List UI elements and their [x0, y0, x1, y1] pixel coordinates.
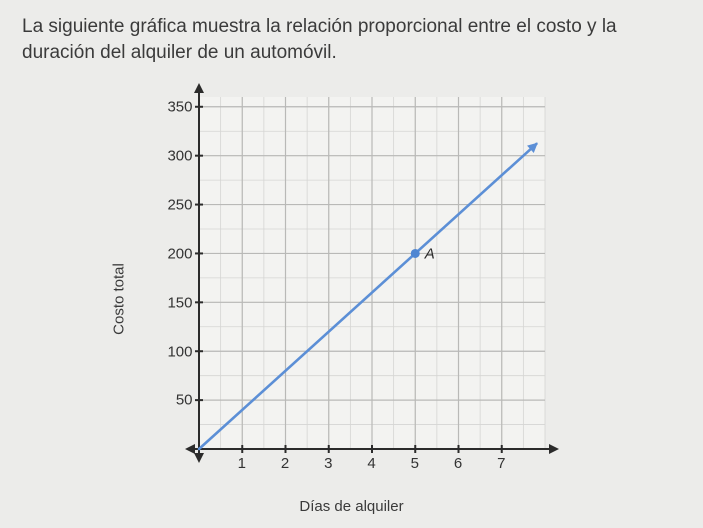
y-tick-label: 350 — [167, 99, 198, 116]
y-tick-label: 300 — [167, 147, 198, 164]
y-axis-label: Costo total — [110, 263, 127, 335]
y-tick-label: 50 — [176, 392, 199, 409]
x-tick-label: 4 — [367, 449, 375, 472]
chart: Costo total A501001502002503003501234567… — [137, 89, 567, 509]
y-tick-label: 200 — [167, 245, 198, 262]
point-label-a: A — [425, 245, 435, 262]
question-prompt: La siguiente gráfica muestra la relación… — [22, 14, 681, 65]
prompt-line-2: duración del alquiler de un automóvil. — [22, 42, 337, 63]
y-tick-label: 250 — [167, 196, 198, 213]
y-tick-label: 150 — [167, 294, 198, 311]
x-axis-label: Días de alquiler — [299, 498, 403, 515]
x-tick-label: 3 — [324, 449, 332, 472]
x-tick-label: 7 — [497, 449, 505, 472]
x-tick-label: 5 — [411, 449, 419, 472]
plot-area: A501001502002503003501234567 — [199, 97, 545, 449]
x-tick-label: 6 — [454, 449, 462, 472]
prompt-line-1: La siguiente gráfica muestra la relación… — [22, 16, 617, 37]
x-tick-label: 1 — [238, 449, 246, 472]
x-tick-label: 2 — [281, 449, 289, 472]
y-tick-label: 100 — [167, 343, 198, 360]
